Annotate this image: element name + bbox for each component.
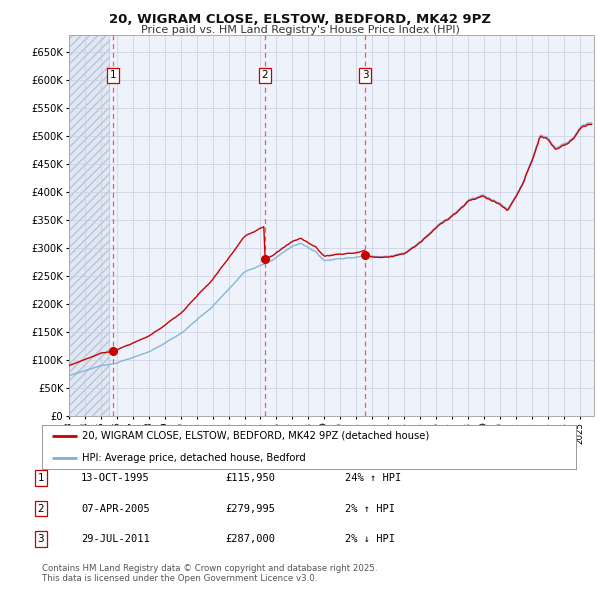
Text: 07-APR-2005: 07-APR-2005 [81,504,150,513]
Text: 29-JUL-2011: 29-JUL-2011 [81,535,150,544]
Text: 20, WIGRAM CLOSE, ELSTOW, BEDFORD, MK42 9PZ (detached house): 20, WIGRAM CLOSE, ELSTOW, BEDFORD, MK42 … [82,431,430,441]
Text: Contains HM Land Registry data © Crown copyright and database right 2025.
This d: Contains HM Land Registry data © Crown c… [42,563,377,583]
Text: 2: 2 [37,504,44,513]
Text: £115,950: £115,950 [225,473,275,483]
Text: £287,000: £287,000 [225,535,275,544]
Text: 3: 3 [362,70,368,80]
Text: HPI: Average price, detached house, Bedford: HPI: Average price, detached house, Bedf… [82,453,306,463]
Text: 3: 3 [37,535,44,544]
Text: 20, WIGRAM CLOSE, ELSTOW, BEDFORD, MK42 9PZ: 20, WIGRAM CLOSE, ELSTOW, BEDFORD, MK42 … [109,13,491,26]
Text: 24% ↑ HPI: 24% ↑ HPI [345,473,401,483]
Text: Price paid vs. HM Land Registry's House Price Index (HPI): Price paid vs. HM Land Registry's House … [140,25,460,35]
Text: 2% ↓ HPI: 2% ↓ HPI [345,535,395,544]
Text: £279,995: £279,995 [225,504,275,513]
Text: 1: 1 [37,473,44,483]
Text: 2: 2 [262,70,268,80]
Text: 1: 1 [110,70,117,80]
Text: 2% ↑ HPI: 2% ↑ HPI [345,504,395,513]
Text: 13-OCT-1995: 13-OCT-1995 [81,473,150,483]
